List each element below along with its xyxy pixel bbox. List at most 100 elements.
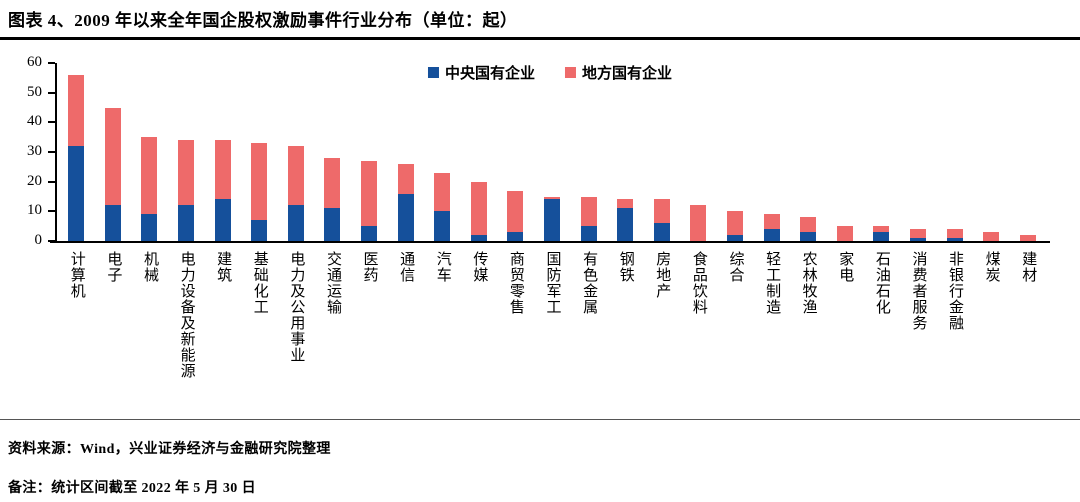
y-tick-mark (48, 62, 55, 64)
x-axis-line (50, 241, 1050, 243)
bar-segment-central (287, 205, 304, 241)
x-axis-label: 建筑 (215, 251, 232, 283)
bar-area (580, 63, 597, 241)
bar-segment-local (983, 232, 1000, 241)
bar-segment-central (470, 235, 487, 241)
bar-segment-local (873, 226, 890, 233)
bar-segment-central (397, 193, 414, 241)
bar-segment-central (726, 235, 743, 241)
category-column: 农林牧渔 (790, 63, 827, 315)
category-column: 轻工制造 (753, 63, 790, 315)
x-axis-label: 非银行金融 (947, 251, 964, 331)
x-axis-label: 石油石化 (873, 251, 890, 315)
bar-area (251, 63, 268, 241)
figure-title: 图表 4、2009 年以来全年国企股权激励事件行业分布（单位：起） (8, 11, 518, 30)
bar-area (470, 63, 487, 241)
bar-segment-local (909, 229, 926, 239)
stacked-bar (434, 172, 451, 241)
category-column: 国防军工 (534, 63, 571, 315)
legend-label-local: 地方国有企业 (582, 66, 673, 82)
bar-area (214, 63, 231, 241)
category-column: 综合 (717, 63, 754, 283)
bar-segment-local (763, 214, 780, 230)
bar-segment-central (178, 205, 195, 241)
stacked-bar (580, 196, 597, 241)
bar-area (873, 63, 890, 241)
title-divider (0, 37, 1080, 40)
bar-segment-central (909, 238, 926, 241)
category-column: 建材 (1009, 63, 1046, 283)
bar-segment-local (726, 211, 743, 236)
bar-segment-central (873, 232, 890, 241)
stacked-bar (617, 199, 634, 241)
bar-segment-local (507, 190, 524, 233)
category-column: 电子 (95, 63, 132, 283)
bar-segment-local (1019, 235, 1036, 241)
x-axis-label: 煤炭 (983, 251, 1000, 283)
stacked-bar (873, 226, 890, 241)
bar-segment-local (580, 196, 597, 227)
category-column: 通信 (387, 63, 424, 283)
stacked-bar (726, 211, 743, 241)
bar-segment-local (836, 226, 853, 241)
stacked-bar (397, 163, 414, 241)
bar-segment-central (580, 226, 597, 241)
x-axis-label: 食品饮料 (690, 251, 707, 315)
bar-area (178, 63, 195, 241)
category-column: 非银行金融 (936, 63, 973, 331)
bar-area (361, 63, 378, 241)
y-tick-label: 0 (34, 232, 43, 248)
bar-area (726, 63, 743, 241)
bar-area (946, 63, 963, 241)
bar-segment-local (544, 196, 561, 200)
category-column: 医药 (351, 63, 388, 283)
category-column: 汽车 (424, 63, 461, 283)
bar-segment-central (617, 208, 634, 241)
category-column: 石油石化 (863, 63, 900, 315)
bar-segment-central (434, 211, 451, 241)
stacked-bar (653, 199, 670, 241)
stacked-bar (251, 143, 268, 241)
bar-area (617, 63, 634, 241)
x-axis-label: 基础化工 (251, 251, 268, 315)
stacked-bar (909, 229, 926, 241)
x-axis-label: 汽车 (434, 251, 451, 283)
category-column: 交通运输 (314, 63, 351, 315)
category-column: 电力设备及新能源 (168, 63, 205, 379)
stacked-bar (214, 140, 231, 241)
category-column: 房地产 (644, 63, 681, 299)
x-axis-label: 医药 (361, 251, 378, 283)
bar-segment-local (287, 146, 304, 206)
bar-segment-local (68, 74, 85, 147)
bar-area (68, 63, 85, 241)
y-tick-label: 10 (27, 202, 42, 219)
bar-segment-central (251, 220, 268, 241)
x-axis-label: 综合 (727, 251, 744, 283)
bar-segment-local (690, 205, 707, 241)
x-axis-label: 商贸零售 (507, 251, 524, 315)
legend-swatch-central-icon (427, 67, 439, 78)
bar-area (287, 63, 304, 241)
stacked-bar (507, 190, 524, 241)
category-column: 基础化工 (241, 63, 278, 315)
bar-segment-local (946, 229, 963, 239)
category-column: 消费者服务 (900, 63, 937, 331)
bar-area (983, 63, 1000, 241)
bar-segment-local (617, 199, 634, 209)
bar-segment-central (544, 199, 561, 241)
stacked-bar (68, 74, 85, 241)
legend-swatch-local-icon (565, 67, 576, 78)
stacked-bar (470, 181, 487, 241)
y-tick-label: 60 (27, 54, 42, 70)
stacked-bar (141, 137, 158, 241)
category-column: 电力及公用事业 (278, 63, 315, 363)
bar-segment-central (507, 232, 524, 241)
y-tick-mark (48, 180, 55, 183)
category-column: 传媒 (461, 63, 498, 283)
source-line: 资料来源：Wind，兴业证券经济与金融研究院整理 (8, 442, 331, 457)
bar-columns: 计算机 电子 机械 电力设备及新能源 建筑 基础化工 电力及公用事业 交通运输 医药 通信 汽车 传媒… (58, 63, 1046, 379)
x-axis-label: 消费者服务 (910, 251, 927, 331)
bar-segment-central (68, 146, 85, 241)
x-axis-label: 电力设备及新能源 (178, 251, 195, 379)
x-axis-label: 通信 (398, 251, 415, 283)
